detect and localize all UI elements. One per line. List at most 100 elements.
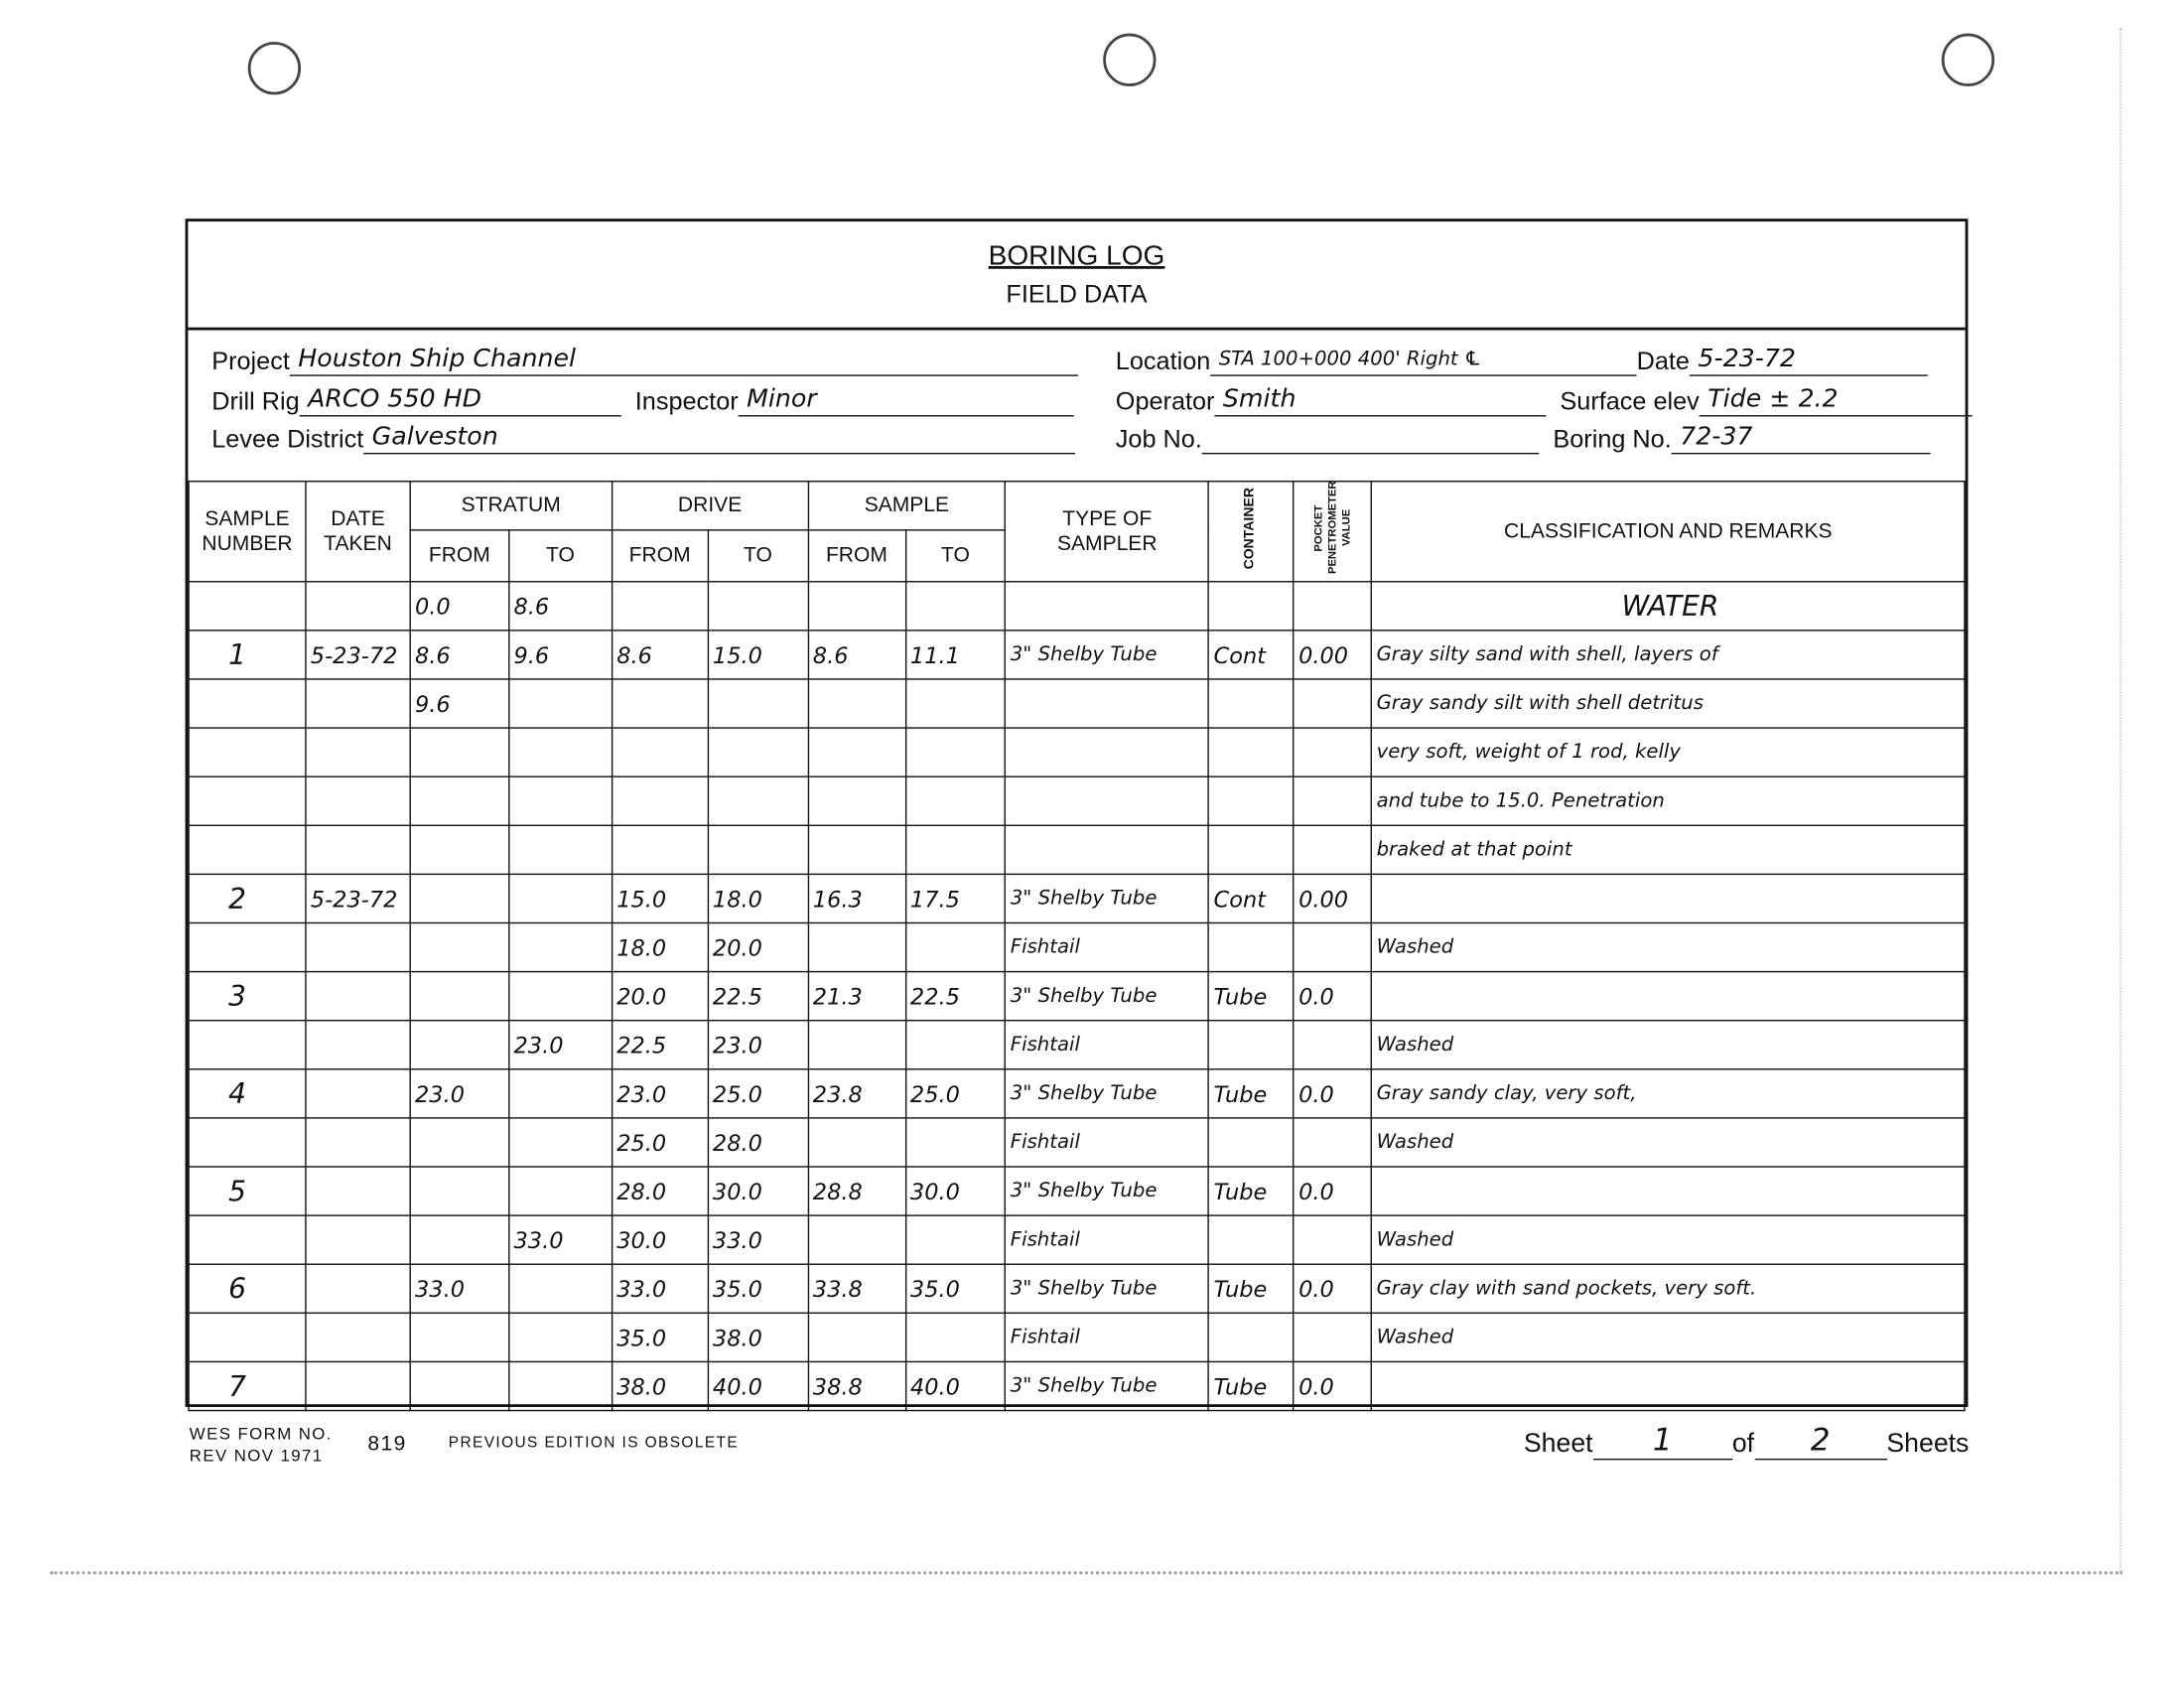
cell-drive-to: 30.0 [707,1166,809,1216]
cell-stratum-to [507,1360,613,1412]
cell-container [1207,678,1295,729]
cell-sample-number [188,1312,307,1363]
form-title: BORING LOG [988,240,1165,272]
cell-drive-to [707,727,809,777]
cell-sample-number [188,1117,307,1168]
cell-sample-to [904,581,1007,632]
cell-drive-from: 22.5 [611,1019,709,1070]
cell-drive-to: 25.0 [707,1068,809,1119]
cell-sample-from [807,1312,906,1363]
col-pocket-penetrometer: POCKET PENETROMETER VALUE [1293,481,1373,583]
cell-sample-number [188,921,307,973]
cell-sample-number [188,824,307,876]
cell-stratum-to [507,1117,613,1168]
cell-sample-from: 8.6 [807,630,906,680]
cell-sample-number [188,727,307,777]
cell-drive-to: 20.0 [707,921,809,973]
cell-pocket-penetrometer [1293,1312,1373,1363]
cell-drive-from [611,775,709,826]
cell-sampler-type: 3" Shelby Tube [1005,1360,1210,1412]
cell-sample-to: 22.5 [904,970,1007,1022]
sheet-total: 2 [1754,1424,1887,1461]
container-header-text: CONTAINER [1242,487,1259,569]
cell-pocket-penetrometer [1293,775,1373,826]
cell-sample-from [807,581,906,632]
cell-drive-to: 23.0 [707,1019,809,1070]
cell-stratum-to [507,1263,613,1315]
cell-drive-to [707,824,809,876]
table-row: 1 5-23-72 8.6 9.6 8.6 15.0 8.6 11.1 3" Shelby Tu… [188,630,1966,680]
cell-container [1207,824,1295,876]
cell-container: Tube [1207,1263,1295,1315]
cell-sample-from [807,1117,906,1168]
cell-stratum-from [409,1360,510,1412]
cell-container [1207,1312,1295,1363]
cell-container: Cont [1207,873,1295,924]
cell-sampler-type [1005,678,1210,729]
cell-sample-number: 3 [188,970,307,1022]
cell-remarks [1370,970,1966,1022]
cell-container [1207,1019,1295,1070]
cell-sample-to: 35.0 [904,1263,1007,1315]
cell-sample-from [807,921,906,973]
divider [188,327,1966,331]
cell-sampler-type [1005,727,1210,777]
cell-container: Tube [1207,1360,1295,1412]
cell-sample-to [904,1117,1007,1168]
col-sample-number: SAMPLE NUMBER [188,481,307,583]
cell-date-taken [305,678,411,729]
col-drive: DRIVE [611,481,809,532]
cell-date-taken [305,727,411,777]
cell-pocket-penetrometer: 0.0 [1293,1068,1373,1119]
cell-stratum-from [409,775,510,826]
cell-stratum-from [409,824,510,876]
cell-sampler-type: 3" Shelby Tube [1005,970,1210,1022]
cell-sample-from: 23.8 [807,1068,906,1119]
col-stratum-from: FROM [409,529,510,583]
cell-sample-from: 16.3 [807,873,906,924]
cell-sample-to: 40.0 [904,1360,1007,1412]
cell-drive-to: 33.0 [707,1214,809,1265]
cell-drive-from [611,824,709,876]
cell-remarks: very soft, weight of 1 rod, kelly [1370,727,1966,777]
cell-sampler-type: Fishtail [1005,921,1210,973]
col-container: CONTAINER [1207,481,1295,583]
cell-sample-from: 28.8 [807,1166,906,1216]
form-number: 819 [367,1432,407,1457]
table-row: 0.0 8.6 WATER [188,581,1966,632]
cell-sample-to [904,1312,1007,1363]
cell-sample-number: 2 [188,873,307,924]
cell-sample-to: 17.5 [904,873,1007,924]
cell-remarks: and tube to 15.0. Penetration [1370,775,1966,826]
col-drive-to: TO [707,529,809,583]
cell-sample-from: 33.8 [807,1263,906,1315]
cell-container [1207,1117,1295,1168]
boring-log-table: SAMPLE NUMBER DATE TAKEN STRATUM DRIVE S… [188,481,1966,1412]
cell-sampler-type [1005,824,1210,876]
cell-pocket-penetrometer [1293,1117,1373,1168]
cell-sample-from [807,1019,906,1070]
cell-remarks: Washed [1370,1312,1966,1363]
project-field: Project Houston Ship Channel [211,345,1078,376]
cell-drive-from: 8.6 [611,630,709,680]
cell-date-taken [305,775,411,826]
cell-stratum-to: 23.0 [507,1019,613,1070]
cell-drive-to: 35.0 [707,1263,809,1315]
cell-date-taken [305,1068,411,1119]
cell-drive-from: 33.0 [611,1263,709,1315]
col-sample-from: FROM [807,529,906,583]
sheets-label: Sheets [1886,1429,1970,1459]
cell-date-taken: 5-23-72 [305,873,411,924]
location-field: Location STA 100+000 400' Right ℄ Date 5… [1116,345,1928,376]
col-stratum: STRATUM [409,481,613,532]
paper-edge [2119,28,2121,1575]
cell-drive-to: 15.0 [707,630,809,680]
boring-no-value: 72-37 [1671,422,1931,455]
cell-sample-number [188,1214,307,1265]
cell-drive-from: 25.0 [611,1117,709,1168]
cell-stratum-to [507,1166,613,1216]
cell-stratum-to [507,873,613,924]
cell-sample-to [904,727,1007,777]
cell-sample-number: 1 [188,630,307,680]
cell-drive-from: 28.0 [611,1166,709,1216]
